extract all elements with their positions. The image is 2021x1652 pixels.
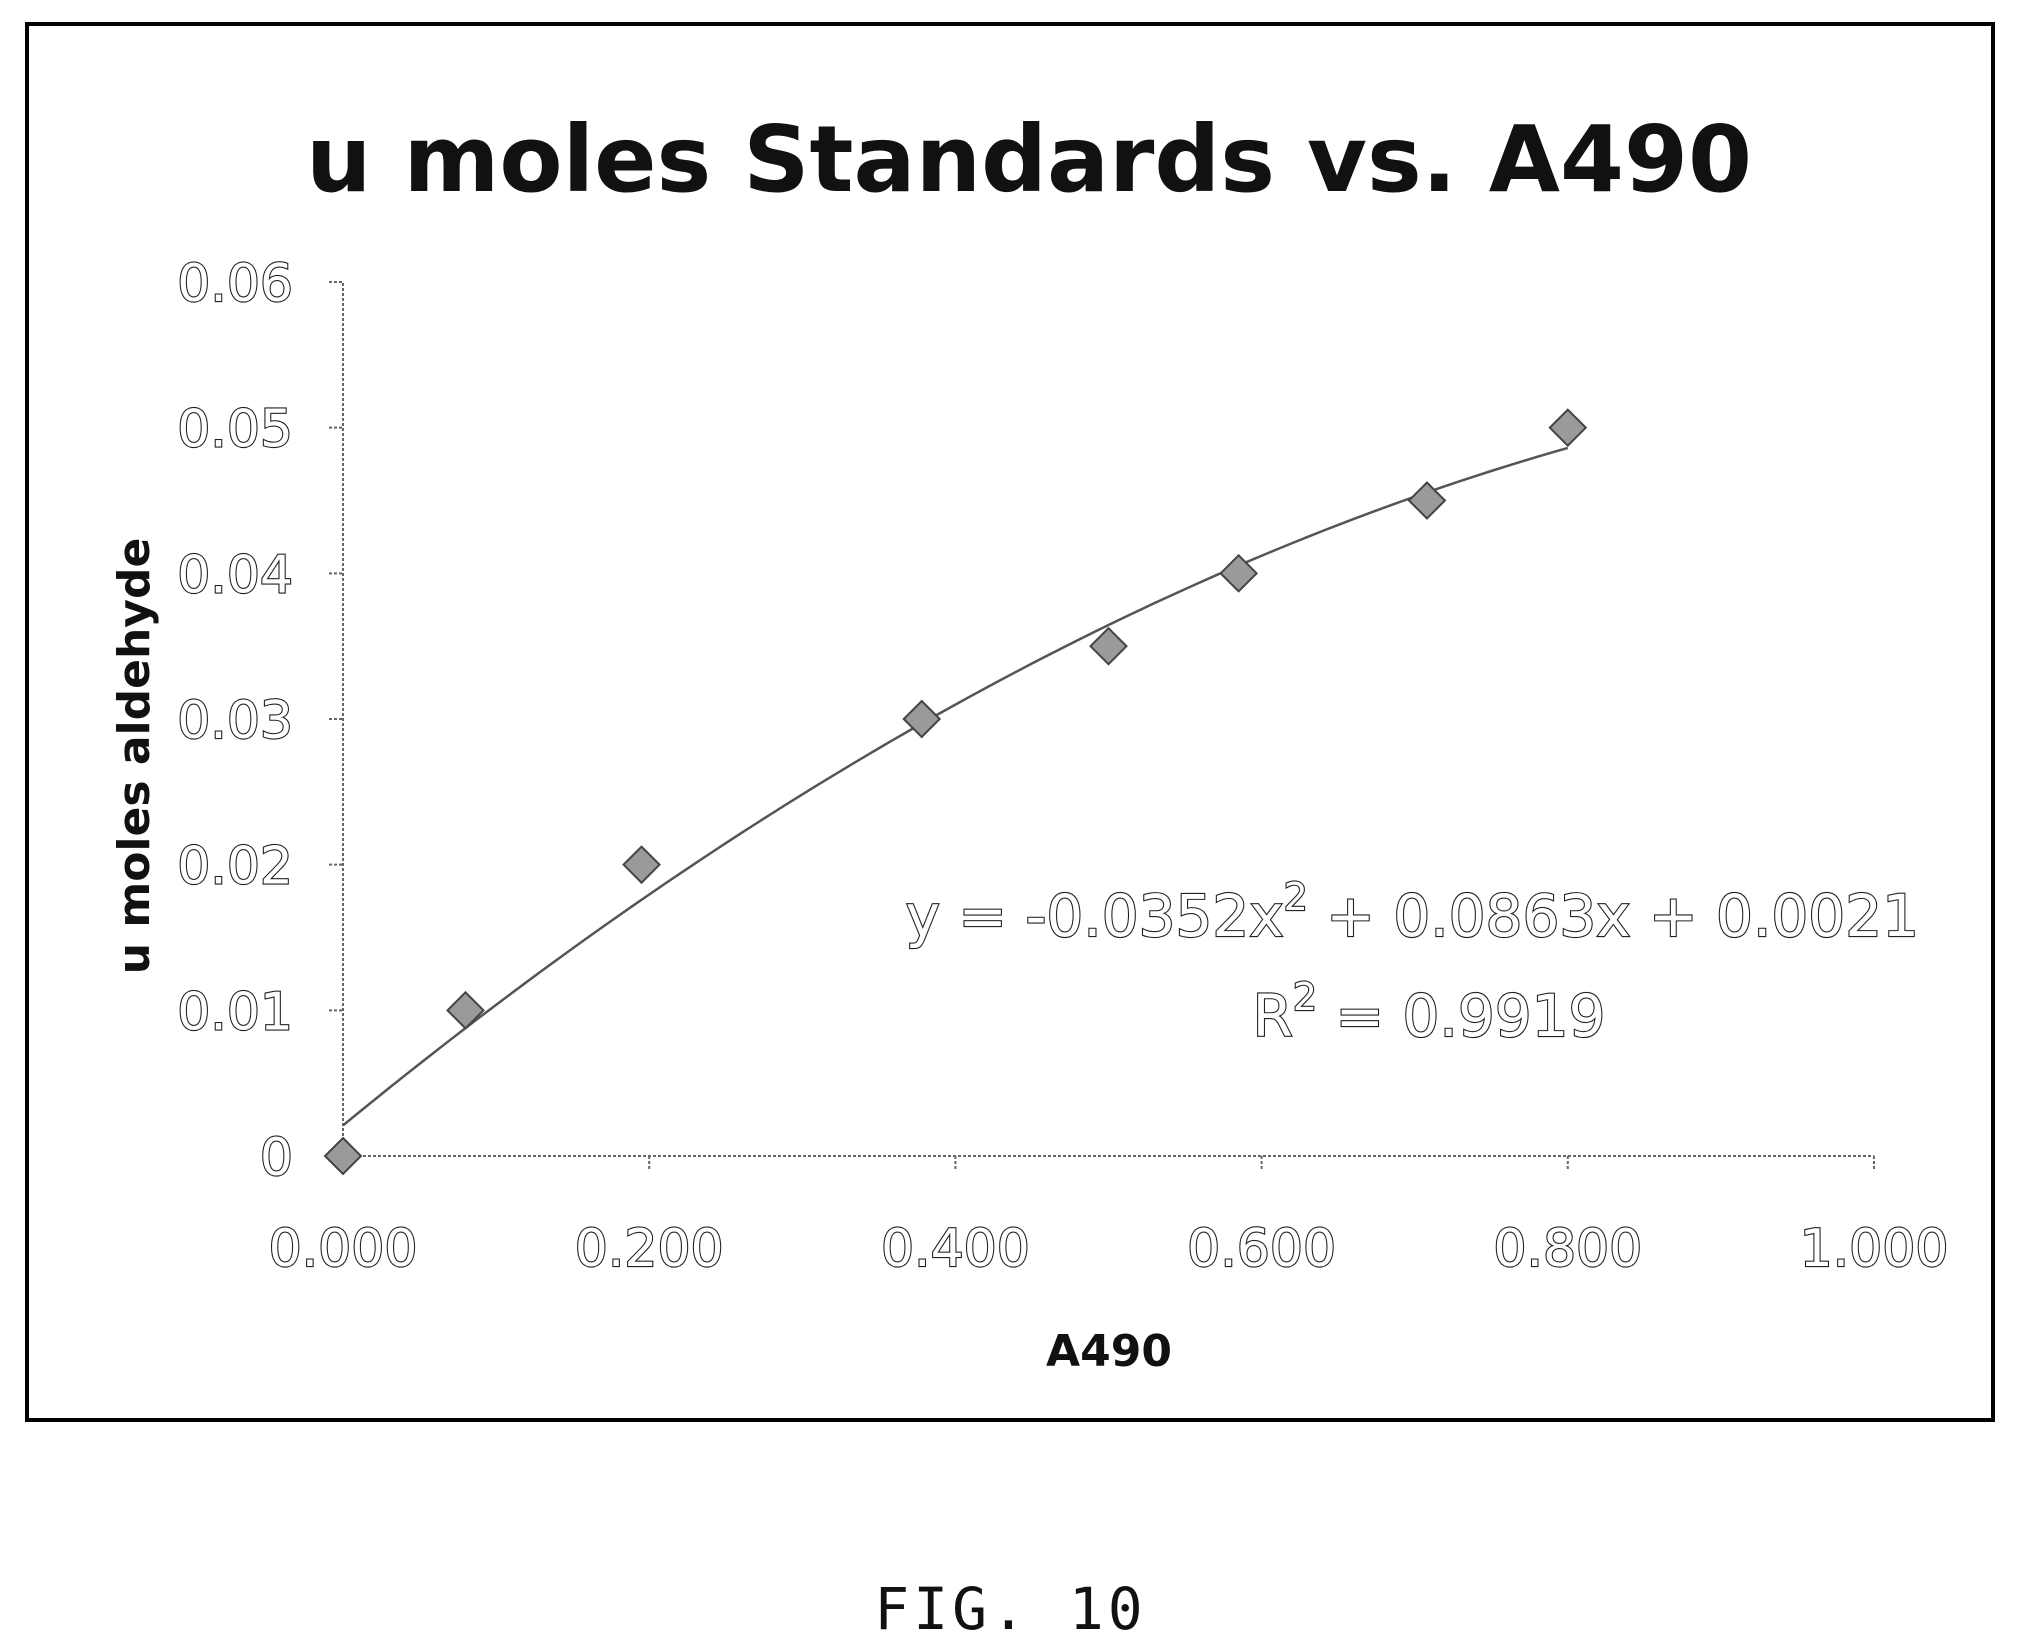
data-point bbox=[622, 845, 661, 885]
chart-frame: u moles Standards vs. A490 0.000 0.200 0.4… bbox=[25, 22, 1995, 1422]
y-axis-title: u moles aldehyde bbox=[109, 538, 160, 975]
y-tick-label: 0.01 bbox=[177, 982, 293, 1042]
y-tick-label: 0.06 bbox=[177, 254, 293, 314]
equation-suffix: + 0.0863x + 0.0021 bbox=[1308, 882, 1919, 950]
x-tick-label: 0.800 bbox=[1493, 1219, 1642, 1279]
data-point bbox=[323, 1136, 363, 1176]
data-point bbox=[902, 699, 942, 739]
r-squared: R2 = 0.9919 bbox=[1253, 975, 1606, 1050]
x-axis-title: A490 bbox=[1046, 1326, 1172, 1377]
data-point bbox=[1407, 481, 1447, 520]
chart-title: u moles Standards vs. A490 bbox=[306, 106, 1752, 213]
y-tick-label: 0.04 bbox=[177, 545, 293, 605]
y-tick-label: 0 bbox=[260, 1128, 293, 1188]
x-tick-label: 0.200 bbox=[575, 1219, 724, 1279]
y-tick-label: 0.05 bbox=[177, 400, 293, 460]
r2-exponent: 2 bbox=[1293, 975, 1317, 1019]
chart-svg: u moles Standards vs. A490 0.000 0.200 0.4… bbox=[109, 106, 1950, 1377]
r2-suffix: = 0.9919 bbox=[1317, 982, 1605, 1050]
x-tick-label: 0.000 bbox=[269, 1219, 418, 1279]
equation-prefix: y = -0.0352x bbox=[906, 882, 1284, 950]
data-point bbox=[1219, 553, 1259, 593]
y-tick-label: 0.03 bbox=[177, 691, 293, 751]
r2-prefix: R bbox=[1253, 982, 1293, 1050]
data-point bbox=[1548, 408, 1588, 448]
equation-exponent: 2 bbox=[1284, 875, 1308, 919]
data-point bbox=[1089, 626, 1128, 666]
trendline-equation: y = -0.0352x2 + 0.0863x + 0.0021 bbox=[906, 875, 1919, 950]
x-tick-label: 1.000 bbox=[1800, 1219, 1949, 1279]
plot-area: 0.000 0.200 0.400 0.600 0.800 1.000 0 0.01 0.02 0… bbox=[176, 253, 1949, 1280]
data-point bbox=[446, 990, 485, 1030]
x-tick-label: 0.400 bbox=[881, 1219, 1030, 1279]
trendline bbox=[342, 446, 1569, 1127]
figure-caption: FIG. 10 bbox=[874, 1575, 1147, 1643]
y-tick-label: 0.02 bbox=[177, 837, 293, 897]
x-tick-label: 0.600 bbox=[1187, 1219, 1336, 1279]
